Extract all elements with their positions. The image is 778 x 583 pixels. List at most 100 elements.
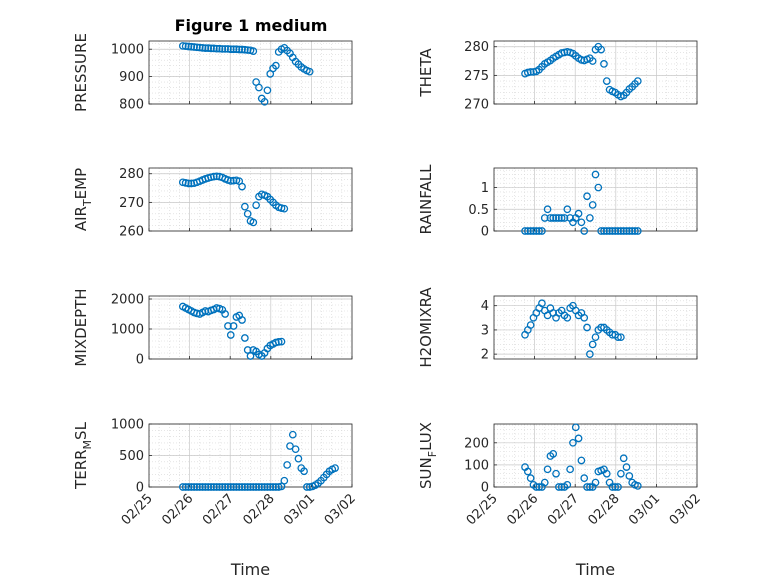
subplot-4: 0 0.5 1 RAINFALL xyxy=(417,164,698,240)
data-point xyxy=(294,454,303,463)
y-tick-label: 0 xyxy=(136,353,144,368)
data-point xyxy=(190,483,198,491)
subplot-6: 2 3 4 H2OMIXRA xyxy=(417,287,698,368)
data-point xyxy=(552,469,560,478)
axes-background xyxy=(494,168,697,231)
y-axis-label: AIRTEMP xyxy=(72,168,94,231)
data-point xyxy=(580,227,589,235)
data-point xyxy=(543,465,552,474)
data-point xyxy=(226,331,235,339)
data-point xyxy=(523,68,532,77)
data-point xyxy=(263,483,272,491)
data-point xyxy=(243,209,252,218)
data-point xyxy=(272,61,280,70)
data-point xyxy=(571,423,580,432)
series-points xyxy=(521,299,625,359)
data-point xyxy=(229,45,238,54)
data-point xyxy=(226,45,235,54)
data-point xyxy=(611,483,620,491)
data-point xyxy=(583,323,591,332)
data-point xyxy=(218,45,227,53)
series-points xyxy=(521,423,642,491)
x-tick-label: 02/25 xyxy=(119,491,156,528)
axes-box xyxy=(493,295,698,360)
data-point xyxy=(633,77,642,85)
data-point xyxy=(224,45,232,53)
data-point xyxy=(181,483,190,491)
y-axis-label: SUNFLUX xyxy=(417,422,439,489)
data-point xyxy=(178,42,187,50)
data-point xyxy=(238,182,246,191)
data-point xyxy=(218,483,227,491)
data-point xyxy=(229,322,238,330)
data-point xyxy=(586,483,594,491)
x-tick-label: 02/27 xyxy=(200,491,237,528)
data-point xyxy=(521,227,529,235)
data-point xyxy=(263,86,272,95)
data-point xyxy=(600,60,608,68)
data-point xyxy=(526,321,535,329)
data-point xyxy=(201,483,210,491)
data-point xyxy=(303,483,311,491)
data-point xyxy=(235,483,244,491)
data-point xyxy=(617,333,625,342)
data-point xyxy=(611,227,620,235)
y-axis-label: H2OMIXRA xyxy=(417,287,435,368)
series-points xyxy=(178,430,339,491)
data-point xyxy=(540,214,549,222)
data-point xyxy=(229,483,238,491)
y-tick-label: 3 xyxy=(481,323,489,338)
y-tick-label: 100 xyxy=(464,458,489,473)
data-point xyxy=(602,227,611,235)
data-point xyxy=(243,346,252,354)
data-point xyxy=(221,45,229,53)
data-point xyxy=(204,44,213,52)
data-point xyxy=(554,214,563,222)
subplot-8: 0 100 200 SUNFLUX 02/25 02/26 02/27 02/28 03/01 0… xyxy=(417,422,704,579)
data-point xyxy=(232,483,241,491)
data-point xyxy=(221,310,229,318)
x-tick-label: 03/01 xyxy=(281,491,318,528)
data-point xyxy=(232,45,241,54)
data-point xyxy=(633,227,642,235)
y-tick-label: 2 xyxy=(481,348,489,363)
data-point xyxy=(549,214,558,222)
data-point xyxy=(257,483,266,491)
data-point xyxy=(583,483,591,491)
data-point xyxy=(580,313,589,322)
data-point xyxy=(288,430,297,439)
data-point xyxy=(255,83,263,92)
axes-box xyxy=(493,167,698,232)
data-point xyxy=(540,478,549,487)
data-point xyxy=(266,483,275,491)
y-tick-label: 800 xyxy=(119,98,144,113)
data-point xyxy=(184,483,193,491)
data-point xyxy=(538,227,546,235)
data-point xyxy=(577,56,586,64)
data-point xyxy=(597,227,605,235)
data-point xyxy=(633,482,642,490)
y-tick-label: 500 xyxy=(119,449,144,464)
data-point xyxy=(546,214,555,222)
data-point xyxy=(577,456,586,465)
data-point xyxy=(300,467,308,476)
y-tick-label: 270 xyxy=(119,196,144,211)
y-tick-label: 280 xyxy=(119,167,144,182)
data-point xyxy=(193,483,201,491)
data-point xyxy=(602,77,611,85)
data-point xyxy=(588,201,597,209)
y-tick-label: 1 xyxy=(481,181,489,196)
data-point xyxy=(181,42,190,51)
data-point xyxy=(204,483,213,491)
data-point xyxy=(193,43,201,52)
y-tick-label: 1000 xyxy=(111,418,144,433)
data-point xyxy=(283,461,292,469)
data-point xyxy=(238,483,246,491)
data-point xyxy=(260,97,269,106)
data-point xyxy=(617,469,625,478)
data-point xyxy=(538,299,546,308)
data-point xyxy=(181,179,190,187)
data-point xyxy=(631,227,639,235)
